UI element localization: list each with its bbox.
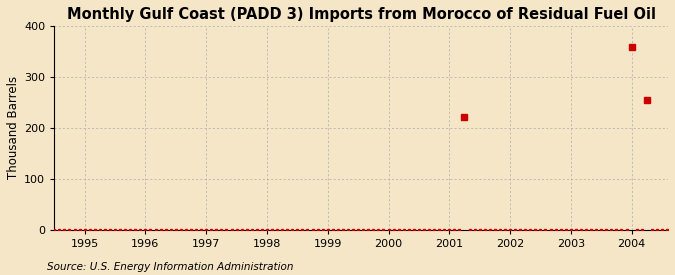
Text: Source: U.S. Energy Information Administration: Source: U.S. Energy Information Administ… bbox=[47, 262, 294, 272]
Y-axis label: Thousand Barrels: Thousand Barrels bbox=[7, 76, 20, 179]
Title: Monthly Gulf Coast (PADD 3) Imports from Morocco of Residual Fuel Oil: Monthly Gulf Coast (PADD 3) Imports from… bbox=[67, 7, 655, 22]
